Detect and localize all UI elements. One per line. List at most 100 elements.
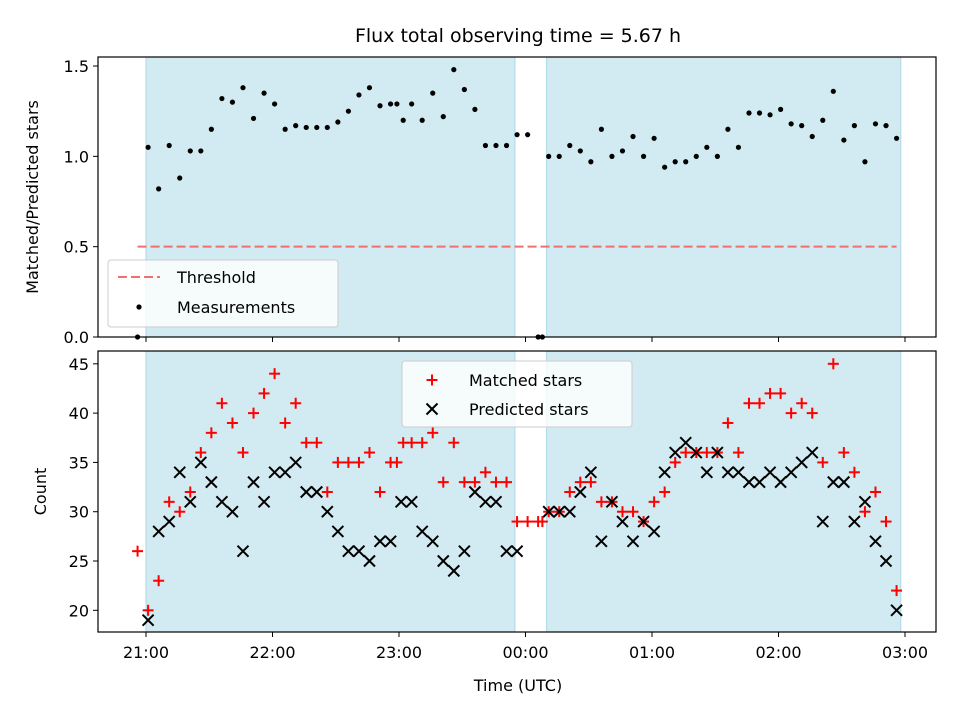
measurement-point (356, 92, 362, 98)
measurement-point (588, 159, 594, 165)
legend-predicted-label: Predicted stars (469, 400, 589, 419)
predicted-point (879, 554, 893, 568)
predicted-point (152, 525, 165, 538)
plot-frame (97, 56, 937, 338)
measurement-point (883, 123, 889, 129)
matched-point (448, 437, 460, 449)
predicted-point (215, 495, 229, 509)
predicted-point (616, 515, 629, 528)
x-b (363, 554, 376, 568)
measurement-point (567, 142, 573, 149)
x-b (647, 525, 661, 538)
predicted-point (806, 446, 819, 459)
matched-point (353, 456, 365, 468)
matched-point (680, 447, 692, 459)
x-b (542, 505, 555, 518)
x-b (247, 475, 260, 489)
measurement-point (704, 144, 710, 150)
predicted-point (425, 402, 439, 416)
measurement-point (166, 142, 172, 149)
matched-point (391, 456, 403, 468)
x-b (784, 466, 798, 479)
x-b (605, 495, 619, 509)
x-b (468, 485, 482, 499)
x-b (595, 535, 608, 548)
x-b (616, 515, 629, 528)
measurement-point (556, 153, 562, 159)
matched-point (469, 476, 481, 488)
predicted-point (310, 485, 323, 499)
x-b (205, 475, 218, 489)
x-b (827, 475, 840, 489)
measurement-point (630, 133, 636, 140)
x-b (331, 525, 345, 538)
predicted-point (563, 505, 576, 518)
measurement-point (272, 101, 278, 107)
measurement-point (820, 117, 826, 123)
measurement-point (345, 108, 351, 114)
matched-point (237, 447, 249, 459)
measurement-point (788, 121, 794, 127)
matched-point (406, 437, 418, 449)
measurement-point (651, 135, 657, 141)
measurement-point (250, 115, 257, 122)
x-b (352, 544, 366, 558)
measurement-point (430, 90, 436, 96)
x-b (384, 535, 397, 548)
measurement-point (461, 86, 467, 93)
measurement-point (893, 135, 900, 141)
matched-point (300, 437, 312, 449)
legend: Matched stars Predicted stars (401, 360, 633, 428)
observing-window-shade (546, 56, 902, 338)
x-b (226, 505, 239, 518)
measurement-point (451, 67, 457, 73)
measurement-point (546, 153, 552, 159)
matched-point (205, 427, 217, 439)
y-tick-label: 35 (69, 453, 89, 472)
x-b (890, 604, 903, 617)
predicted-point (415, 525, 429, 538)
matched-point (648, 496, 660, 508)
x-b (721, 466, 735, 479)
x-b (711, 446, 724, 459)
predicted-point (890, 604, 903, 617)
predicted-point (795, 456, 808, 469)
matched-point (764, 387, 776, 399)
predicted-point (489, 495, 503, 509)
y-tick-label: 1.5 (64, 57, 89, 76)
x-b (510, 544, 524, 558)
predicted-point (268, 466, 281, 479)
predicted-point (711, 446, 724, 459)
predicted-point (141, 613, 155, 627)
matched-point (669, 456, 681, 468)
measurement-point (419, 117, 425, 123)
matched-point (321, 486, 333, 498)
measurement-point (619, 148, 626, 154)
measurement-point (714, 153, 720, 159)
measurement-point (609, 153, 615, 159)
matched-point (332, 456, 344, 468)
measurement-point (830, 88, 836, 94)
predicted-point (763, 466, 777, 479)
chart-title: Flux total observing time = 5.67 h (355, 25, 681, 47)
measurement-point (409, 101, 415, 107)
x-b (668, 446, 682, 459)
matched-point (806, 407, 818, 419)
measurement-point (493, 142, 499, 149)
predicted-point (384, 535, 397, 548)
measurement-point (841, 137, 847, 143)
legend-matched-label: Matched stars (469, 371, 582, 390)
matched-point (522, 516, 534, 528)
matched-point (374, 486, 386, 498)
matched-point (290, 397, 302, 409)
matched-point (195, 447, 207, 459)
matched-point (511, 516, 523, 528)
measurement-point (187, 148, 193, 154)
predicted-point (500, 544, 513, 558)
matched-point (722, 417, 734, 429)
measurement-point (862, 159, 868, 165)
measurement-point (598, 126, 605, 132)
x-b (458, 544, 471, 558)
x-b (236, 544, 250, 558)
